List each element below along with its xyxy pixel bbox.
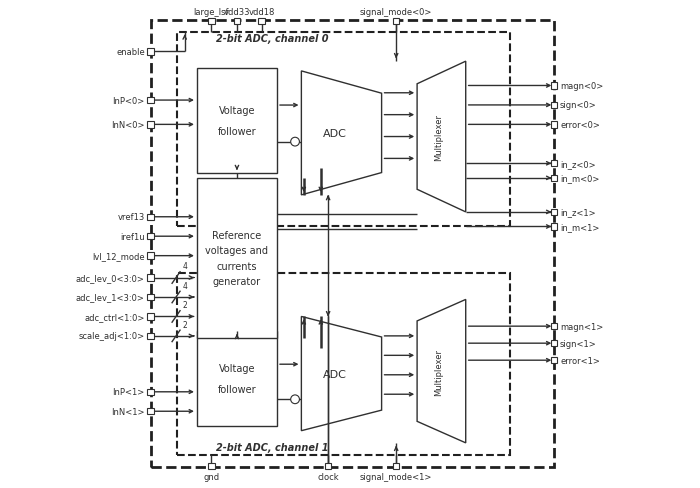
Text: in_m<0>: in_m<0> — [560, 174, 599, 183]
Bar — [150, 21, 554, 467]
Circle shape — [290, 395, 300, 404]
Text: ADC: ADC — [323, 129, 347, 139]
Bar — [209, 19, 215, 25]
Text: lvl_12_mode: lvl_12_mode — [92, 252, 145, 261]
Bar — [393, 19, 400, 25]
Bar — [551, 224, 557, 230]
Text: ADC: ADC — [323, 369, 347, 379]
Bar — [551, 209, 557, 216]
Text: adc_ctrl<1:0>: adc_ctrl<1:0> — [85, 312, 145, 321]
Text: voltages and: voltages and — [206, 246, 269, 256]
Text: vdd18: vdd18 — [248, 8, 274, 17]
Text: Voltage: Voltage — [218, 106, 256, 116]
Bar — [148, 333, 154, 339]
Bar — [551, 102, 557, 109]
Polygon shape — [417, 300, 466, 443]
Text: magn<0>: magn<0> — [560, 82, 603, 91]
Bar — [148, 214, 154, 221]
Text: signal_mode<0>: signal_mode<0> — [360, 8, 433, 17]
Bar — [148, 314, 154, 320]
Text: signal_mode<1>: signal_mode<1> — [360, 472, 433, 481]
Text: 2-bit ADC, channel 1: 2-bit ADC, channel 1 — [216, 442, 328, 452]
Bar — [551, 357, 557, 364]
Bar — [148, 253, 154, 259]
Bar — [325, 463, 331, 469]
Text: 2: 2 — [183, 301, 187, 309]
Bar — [551, 83, 557, 89]
Bar — [177, 33, 510, 227]
Text: 2: 2 — [183, 320, 187, 329]
Bar — [551, 161, 557, 167]
Bar — [551, 324, 557, 329]
Circle shape — [290, 138, 300, 147]
Polygon shape — [302, 72, 382, 196]
Bar — [148, 49, 154, 56]
Text: follower: follower — [218, 127, 256, 137]
Bar — [551, 122, 557, 128]
Text: generator: generator — [213, 277, 261, 287]
Bar — [148, 98, 154, 104]
Text: InN<1>: InN<1> — [111, 407, 145, 416]
Text: InP<1>: InP<1> — [113, 387, 145, 396]
Bar — [234, 19, 240, 25]
Text: follower: follower — [218, 385, 256, 394]
Text: iref1u: iref1u — [120, 232, 145, 241]
Text: magn<1>: magn<1> — [560, 322, 603, 331]
Text: Voltage: Voltage — [218, 363, 256, 373]
Text: sign<1>: sign<1> — [560, 339, 597, 348]
Bar — [177, 273, 510, 455]
Polygon shape — [417, 62, 466, 212]
Text: gnd: gnd — [204, 472, 220, 481]
Text: error<0>: error<0> — [560, 121, 600, 130]
Text: InN<0>: InN<0> — [111, 121, 145, 130]
Text: Reference: Reference — [212, 230, 262, 240]
Text: sign<0>: sign<0> — [560, 101, 597, 110]
Text: enable: enable — [116, 48, 145, 57]
Text: InP<0>: InP<0> — [113, 96, 145, 105]
Bar — [148, 294, 154, 301]
Text: error<1>: error<1> — [560, 356, 600, 365]
Text: Multiplexer: Multiplexer — [435, 348, 444, 395]
Text: in_z<1>: in_z<1> — [560, 208, 596, 217]
Bar — [551, 340, 557, 346]
Text: vref13: vref13 — [118, 213, 145, 222]
Text: currents: currents — [217, 262, 257, 271]
Text: in_z<0>: in_z<0> — [560, 160, 596, 168]
Text: scale_adj<1:0>: scale_adj<1:0> — [78, 332, 145, 341]
Text: clock: clock — [317, 472, 339, 481]
Text: adc_lev_0<3:0>: adc_lev_0<3:0> — [76, 273, 145, 283]
Polygon shape — [302, 317, 382, 431]
Text: in_m<1>: in_m<1> — [560, 223, 599, 231]
Text: 4: 4 — [183, 262, 187, 271]
Bar — [393, 463, 400, 469]
Text: Multiplexer: Multiplexer — [435, 114, 444, 161]
Bar — [197, 69, 277, 174]
Bar — [209, 463, 215, 469]
Text: 4: 4 — [183, 281, 187, 290]
Text: 2-bit ADC, channel 0: 2-bit ADC, channel 0 — [216, 34, 328, 44]
Bar — [197, 179, 277, 339]
Text: adc_lev_1<3:0>: adc_lev_1<3:0> — [76, 293, 145, 302]
Bar — [148, 122, 154, 128]
Bar — [258, 19, 265, 25]
Bar — [148, 234, 154, 240]
Text: large_lsf: large_lsf — [194, 8, 229, 17]
Bar — [148, 275, 154, 281]
Bar — [551, 175, 557, 182]
Bar — [148, 408, 154, 415]
Bar — [148, 389, 154, 395]
Text: vdd33: vdd33 — [224, 8, 251, 17]
Bar — [197, 331, 277, 426]
